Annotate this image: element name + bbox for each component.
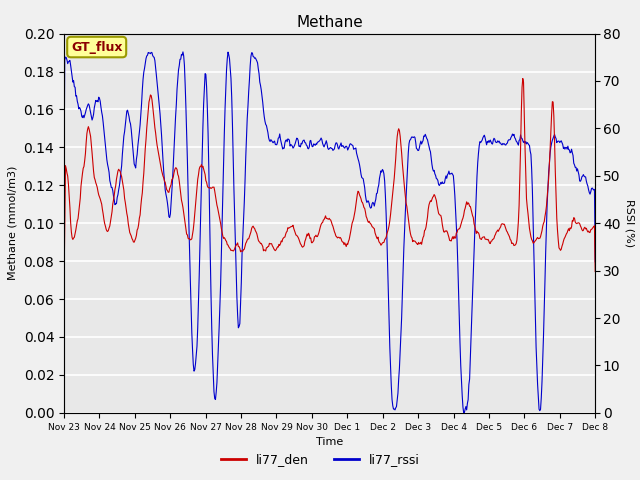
Legend: li77_den, li77_rssi: li77_den, li77_rssi (216, 448, 424, 471)
Text: GT_flux: GT_flux (71, 40, 122, 54)
X-axis label: Time: Time (316, 437, 343, 447)
Y-axis label: Methane (mmol/m3): Methane (mmol/m3) (8, 166, 18, 280)
Y-axis label: RSSI (%): RSSI (%) (625, 199, 634, 247)
Title: Methane: Methane (296, 15, 363, 30)
